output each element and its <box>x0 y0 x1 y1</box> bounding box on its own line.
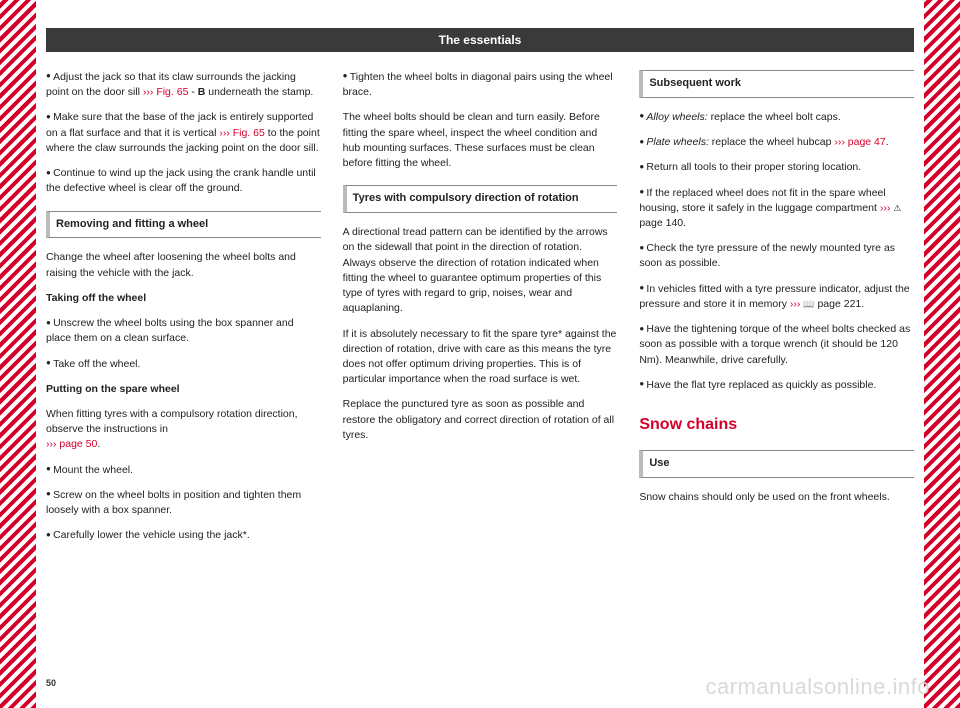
right-stripe <box>924 0 960 708</box>
column-2: Tighten the wheel bolts in diagonal pair… <box>343 70 618 554</box>
fig-ref: ››› Fig. 65 <box>143 86 189 98</box>
text: Plate wheels: <box>646 136 708 148</box>
para: Have the tightening torque of the wheel … <box>639 322 914 368</box>
text: In vehicles fitted with a tyre pressure … <box>639 283 909 310</box>
text-columns: Adjust the jack so that its claw surroun… <box>46 70 914 554</box>
para: Make sure that the base of the jack is e… <box>46 110 321 156</box>
chapter-heading: Snow chains <box>639 413 914 436</box>
para: A directional tread pattern can be ident… <box>343 225 618 316</box>
text: page 221. <box>815 298 865 310</box>
text: If the replaced wheel does not fit in th… <box>639 187 885 214</box>
text: replace the wheel bolt caps. <box>708 111 841 123</box>
section-heading: Subsequent work <box>639 70 914 98</box>
column-3: Subsequent work Alloy wheels: replace th… <box>639 70 914 554</box>
para: Check the tyre pressure of the newly mou… <box>639 241 914 271</box>
text: underneath the stamp. <box>205 86 313 98</box>
para: Take off the wheel. <box>46 357 321 372</box>
para: If it is absolutely necessary to fit the… <box>343 327 618 388</box>
para: When fitting tyres with a compulsory rot… <box>46 407 321 453</box>
section-heading: Use <box>639 450 914 478</box>
watermark: carmanualsonline.info <box>705 674 930 700</box>
para: Adjust the jack so that its claw surroun… <box>46 70 321 100</box>
para: Have the flat tyre replaced as quickly a… <box>639 378 914 393</box>
text: Alloy wheels: <box>646 111 707 123</box>
text: . <box>886 136 889 148</box>
para: Alloy wheels: replace the wheel bolt cap… <box>639 110 914 125</box>
para: Plate wheels: replace the wheel hubcap ›… <box>639 135 914 150</box>
para: Snow chains should only be used on the f… <box>639 490 914 505</box>
fig-ref: ››› Fig. 65 <box>219 127 265 139</box>
text: replace the wheel hubcap <box>709 136 835 148</box>
section-heading: Removing and fitting a wheel <box>46 211 321 239</box>
para: In vehicles fitted with a tyre pressure … <box>639 282 914 312</box>
para: The wheel bolts should be clean and turn… <box>343 110 618 171</box>
page-ref: ››› page 47 <box>834 136 885 148</box>
para: Return all tools to their proper storing… <box>639 160 914 175</box>
page-number: 50 <box>46 678 56 688</box>
para: Replace the punctured tyre as soon as po… <box>343 397 618 443</box>
para: Tighten the wheel bolts in diagonal pair… <box>343 70 618 100</box>
left-stripe <box>0 0 36 708</box>
header-bar: The essentials <box>46 28 914 52</box>
text: . <box>97 438 100 450</box>
column-1: Adjust the jack so that its claw surroun… <box>46 70 321 554</box>
para: Change the wheel after loosening the whe… <box>46 250 321 280</box>
para: Carefully lower the vehicle using the ja… <box>46 528 321 543</box>
book-icon <box>803 298 814 310</box>
para: Mount the wheel. <box>46 463 321 478</box>
text: page 140. <box>639 217 686 229</box>
para: If the replaced wheel does not fit in th… <box>639 186 914 232</box>
subheading: Putting on the spare wheel <box>46 382 321 397</box>
para: Continue to wind up the jack using the c… <box>46 166 321 196</box>
ref: ››› <box>880 202 891 214</box>
para: Screw on the wheel bolts in position and… <box>46 488 321 518</box>
section-heading: Tyres with compulsory direction of rotat… <box>343 185 618 213</box>
warning-icon <box>893 202 901 214</box>
text: When fitting tyres with a compulsory rot… <box>46 408 298 435</box>
page-content: The essentials Adjust the jack so that i… <box>46 28 914 688</box>
subheading: Taking off the wheel <box>46 291 321 306</box>
text: - <box>188 86 197 98</box>
ref: ››› <box>790 298 801 310</box>
para: Unscrew the wheel bolts using the box sp… <box>46 316 321 346</box>
page-ref: ››› page 50 <box>46 438 97 450</box>
